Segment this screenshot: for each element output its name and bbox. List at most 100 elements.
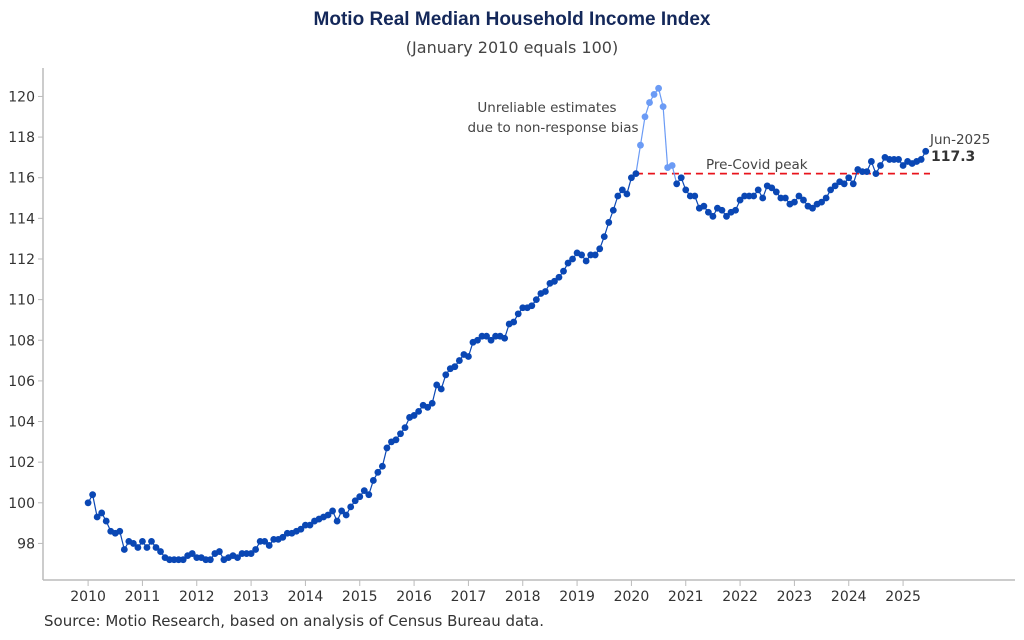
data-point bbox=[514, 310, 522, 318]
data-point bbox=[451, 363, 459, 371]
y-tick-label: 120 bbox=[8, 89, 35, 105]
data-point bbox=[532, 296, 540, 304]
data-point bbox=[152, 544, 160, 551]
last-value-label: 117.3 bbox=[931, 149, 975, 165]
x-tick-label: 2024 bbox=[831, 589, 867, 605]
unreliable-annotation-line2: due to non-response bias bbox=[467, 120, 638, 136]
data-point bbox=[134, 544, 142, 551]
data-point bbox=[148, 537, 155, 545]
data-point bbox=[397, 430, 404, 438]
data-point bbox=[261, 537, 269, 545]
data-point bbox=[877, 162, 884, 169]
data-point bbox=[324, 511, 332, 519]
data-point bbox=[129, 540, 137, 547]
data-point bbox=[750, 192, 758, 200]
x-tick-label: 2012 bbox=[179, 589, 215, 605]
data-point bbox=[800, 196, 807, 204]
data-point bbox=[718, 206, 726, 214]
data-point bbox=[415, 407, 423, 415]
data-point bbox=[365, 491, 373, 499]
data-point bbox=[682, 186, 690, 194]
source-note: Source: Motio Research, based on analysi… bbox=[44, 612, 544, 630]
data-point bbox=[632, 170, 640, 178]
data-point bbox=[781, 194, 789, 202]
series-segment bbox=[92, 494, 98, 518]
data-point bbox=[265, 542, 273, 549]
y-tick-label: 112 bbox=[8, 252, 35, 268]
data-point bbox=[374, 468, 382, 476]
data-point bbox=[849, 180, 857, 188]
data-point bbox=[677, 174, 685, 182]
data-point bbox=[392, 436, 400, 444]
data-point bbox=[528, 302, 536, 310]
data-point bbox=[333, 517, 341, 525]
data-point bbox=[822, 194, 830, 202]
data-point bbox=[157, 548, 164, 555]
data-point bbox=[614, 192, 622, 200]
data-point bbox=[723, 212, 730, 220]
data-point bbox=[437, 385, 445, 393]
data-point bbox=[89, 491, 97, 499]
x-tick-label: 2021 bbox=[668, 589, 704, 605]
data-point bbox=[899, 162, 907, 169]
data-point bbox=[401, 424, 409, 432]
data-point bbox=[628, 174, 635, 182]
unreliable-data-point bbox=[668, 162, 676, 169]
unreliable-data-point bbox=[646, 99, 653, 106]
data-point bbox=[623, 190, 631, 198]
data-point bbox=[673, 180, 681, 188]
data-point bbox=[487, 336, 495, 344]
data-point bbox=[120, 546, 128, 553]
x-tick-label: 2013 bbox=[233, 589, 269, 605]
data-point bbox=[360, 487, 368, 495]
y-tick-label: 102 bbox=[8, 455, 35, 471]
data-point bbox=[709, 212, 717, 220]
series-segment bbox=[639, 116, 646, 146]
x-tick-label: 2018 bbox=[505, 589, 541, 605]
y-tick-label: 104 bbox=[8, 415, 35, 431]
data-point bbox=[279, 533, 287, 541]
data-point bbox=[347, 503, 355, 511]
data-point bbox=[442, 371, 450, 379]
data-point bbox=[501, 334, 509, 342]
data-point bbox=[560, 267, 567, 275]
x-tick-label: 2023 bbox=[777, 589, 813, 605]
unreliable-data-point bbox=[637, 141, 644, 149]
unreliable-data-point bbox=[650, 91, 658, 98]
unreliable-annotation-line1: Unreliable estimates bbox=[477, 100, 616, 116]
data-point bbox=[591, 251, 599, 259]
data-point bbox=[831, 182, 839, 190]
data-point bbox=[772, 188, 780, 196]
data-point bbox=[215, 548, 223, 555]
data-point bbox=[863, 168, 871, 176]
y-tick-label: 98 bbox=[17, 536, 35, 552]
unreliable-data-point bbox=[659, 103, 667, 111]
data-point bbox=[306, 521, 314, 529]
x-tick-label: 2025 bbox=[885, 589, 921, 605]
data-point bbox=[252, 546, 260, 553]
data-point bbox=[98, 509, 106, 517]
data-point bbox=[917, 156, 925, 163]
data-point bbox=[338, 507, 346, 515]
x-tick-label: 2017 bbox=[451, 589, 487, 605]
data-point bbox=[791, 198, 798, 206]
data-point bbox=[564, 259, 572, 267]
data-point bbox=[297, 525, 305, 533]
x-tick-label: 2022 bbox=[722, 589, 758, 605]
data-point bbox=[840, 180, 848, 188]
data-point bbox=[605, 219, 613, 226]
data-point bbox=[818, 198, 825, 206]
data-point bbox=[465, 353, 472, 360]
y-tick-label: 108 bbox=[8, 333, 35, 349]
data-point bbox=[541, 288, 549, 295]
x-tick-label: 2019 bbox=[559, 589, 595, 605]
chart-subtitle: (January 2010 equals 100) bbox=[406, 38, 618, 57]
data-point bbox=[700, 202, 708, 210]
data-point bbox=[510, 318, 518, 326]
series-segment bbox=[662, 106, 669, 168]
x-tick-label: 2010 bbox=[70, 589, 106, 605]
data-point bbox=[234, 554, 241, 562]
data-point bbox=[618, 186, 626, 194]
data-point bbox=[704, 208, 712, 216]
